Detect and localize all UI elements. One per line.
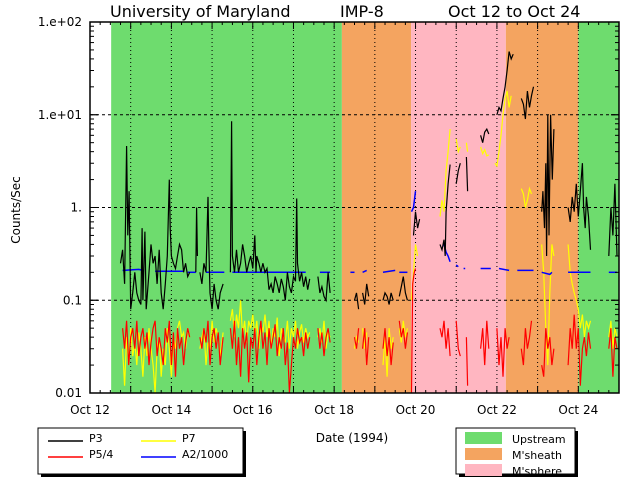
series-p5-4 <box>122 268 618 394</box>
series-line-segment <box>520 86 535 120</box>
legend-swatch-box <box>465 464 502 476</box>
y-tick-label: 1.e+02 <box>38 15 82 29</box>
title-spacecraft: IMP-8 <box>340 2 384 21</box>
series-line-segment <box>520 320 533 366</box>
tick-labels: Oct 12 Oct 14 Oct 16 Oct 18 Oct 20 Oct 22 Oct … <box>38 15 598 417</box>
series-line-segment <box>412 211 421 236</box>
x-tick-label: Oct 22 <box>477 403 517 417</box>
legend-label: M'sphere <box>512 465 562 478</box>
legend-label: P7 <box>182 432 196 445</box>
series-line-segment <box>119 145 191 310</box>
series-line-segment <box>567 244 592 338</box>
series-line-segment <box>353 328 360 349</box>
series-line-segment <box>362 328 368 349</box>
series-line-segment <box>317 328 331 357</box>
series-line-segment <box>498 267 510 272</box>
series-line-segment <box>541 114 555 257</box>
series-line-segment <box>382 328 394 366</box>
series-line-segment <box>195 207 198 273</box>
x-tick-label: Oct 20 <box>396 403 436 417</box>
series-line-segment <box>439 129 451 217</box>
series-line-segment <box>199 320 224 366</box>
series-line-segment <box>496 328 510 377</box>
region-legend: Upstream M'sheath M'sphere <box>455 427 578 478</box>
series-line-segment <box>439 164 451 257</box>
series-line-segment <box>362 283 370 305</box>
y-axis-label: Counts/Sec <box>9 176 23 244</box>
series-line-segment <box>465 142 469 152</box>
series-line-segment <box>496 51 514 115</box>
legend-label: A2/1000 <box>182 448 228 461</box>
x-tick-label: Oct 14 <box>151 403 191 417</box>
series-line-segment <box>439 320 451 357</box>
series-line-segment <box>382 291 394 305</box>
series-line-segment <box>229 320 311 394</box>
y-tick-label: 0.01 <box>55 386 82 400</box>
series-line-segment <box>382 269 396 274</box>
series-line-segment <box>520 186 533 208</box>
series-lines <box>119 51 618 394</box>
region-bands <box>111 22 619 393</box>
series-line-segment <box>362 328 370 366</box>
series-line-segment <box>199 196 224 310</box>
series-line-segment <box>567 314 592 386</box>
series-line-segment <box>608 320 618 349</box>
series-line-segment <box>353 292 360 310</box>
x-tick-label: Oct 16 <box>233 403 273 417</box>
series-line-segment <box>567 163 592 250</box>
y-tick-label: 1. <box>71 201 82 215</box>
y-tick-label: 1.e+01 <box>38 108 82 122</box>
series-line-segment <box>122 320 191 377</box>
legend-swatch-box <box>465 432 502 444</box>
series-line-segment <box>541 271 553 276</box>
legend-swatch-box <box>465 448 502 460</box>
series-legend: P3 P7 P5/4 A2/1000 <box>37 427 246 477</box>
series-line-segment <box>122 320 191 394</box>
series-line-segment <box>455 264 459 268</box>
series-line-segment <box>480 127 490 143</box>
x-tick-label: Oct 24 <box>558 403 598 417</box>
series-line-segment <box>480 146 490 157</box>
series-line-segment <box>362 269 368 273</box>
x-axis-label: Date (1994) <box>316 431 388 445</box>
series-line-segment <box>455 320 461 357</box>
series-line-segment <box>494 90 512 168</box>
legend-label: M'sheath <box>512 449 562 462</box>
legend-label: P5/4 <box>89 448 113 461</box>
series-line-segment <box>398 320 408 349</box>
series-line-segment <box>398 320 408 343</box>
legend-label: P3 <box>89 432 103 445</box>
x-tick-label: Oct 18 <box>314 403 354 417</box>
series-line-segment <box>122 268 144 272</box>
title-date-range: Oct 12 to Oct 24 <box>448 2 580 21</box>
series-line-segment <box>480 320 490 366</box>
axes <box>89 21 620 394</box>
y-tick-label: 0.1 <box>63 293 82 307</box>
x-tick-label: Oct 12 <box>70 403 110 417</box>
series-line-segment <box>465 156 469 192</box>
series-line-segment <box>541 328 555 377</box>
series-line-segment <box>455 163 461 184</box>
series-line-segment <box>410 191 417 213</box>
series-line-segment <box>398 276 408 301</box>
title-institution: University of Maryland <box>110 2 291 21</box>
series-line-segment <box>317 272 331 303</box>
series-line-segment <box>608 328 618 377</box>
series-line-segment <box>229 121 311 301</box>
series-line-segment <box>382 328 394 377</box>
series-line-segment <box>455 138 461 154</box>
legend-label: Upstream <box>512 433 566 446</box>
series-line-segment <box>465 337 469 386</box>
series-line-segment <box>410 268 417 394</box>
